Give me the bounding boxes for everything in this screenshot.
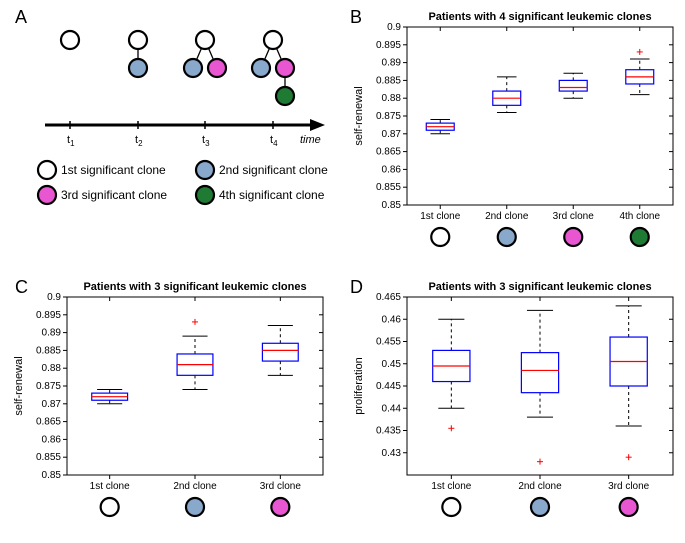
svg-text:3rd clone: 3rd clone (608, 481, 650, 492)
svg-text:3rd clone: 3rd clone (260, 481, 302, 492)
svg-text:0.9: 0.9 (47, 292, 61, 303)
svg-text:0.445: 0.445 (376, 381, 401, 392)
svg-text:0.85: 0.85 (42, 470, 62, 481)
svg-text:t2: t2 (135, 134, 143, 148)
panel-d-label: D (350, 277, 363, 298)
svg-text:0.43: 0.43 (382, 448, 402, 459)
svg-text:4th significant clone: 4th significant clone (219, 188, 325, 202)
svg-text:Patients with 3 significant le: Patients with 3 significant leukemic clo… (83, 281, 306, 293)
svg-text:0.455: 0.455 (376, 337, 401, 348)
svg-text:0.855: 0.855 (376, 182, 401, 193)
panel-a-label: A (15, 7, 27, 28)
svg-text:0.87: 0.87 (42, 399, 62, 410)
svg-text:1st clone: 1st clone (90, 481, 130, 492)
svg-text:3rd clone: 3rd clone (553, 211, 595, 222)
panel-c-chart: Patients with 3 significant leukemic clo… (5, 275, 335, 535)
panel-d-chart: Patients with 3 significant leukemic clo… (345, 275, 685, 535)
svg-text:0.46: 0.46 (382, 314, 402, 325)
svg-text:self-renewal: self-renewal (353, 86, 365, 145)
svg-text:Patients with 3 significant le: Patients with 3 significant leukemic clo… (428, 281, 651, 293)
svg-text:1st clone: 1st clone (420, 211, 460, 222)
panel-a: A t1 t2 t3 t4 time 1st significant clone 2nd … (5, 5, 335, 235)
svg-text:1st clone: 1st clone (431, 481, 471, 492)
svg-text:0.89: 0.89 (42, 328, 62, 339)
panel-c: C Patients with 3 significant leukemic c… (5, 275, 335, 535)
svg-text:0.875: 0.875 (376, 111, 401, 122)
svg-text:0.89: 0.89 (382, 58, 402, 69)
svg-text:2nd clone: 2nd clone (173, 481, 217, 492)
svg-text:0.885: 0.885 (376, 75, 401, 86)
svg-text:self-renewal: self-renewal (13, 356, 25, 415)
svg-text:0.85: 0.85 (382, 200, 402, 211)
svg-text:0.465: 0.465 (376, 292, 401, 303)
svg-text:0.875: 0.875 (36, 381, 61, 392)
svg-text:proliferation: proliferation (353, 357, 365, 414)
svg-text:Patients with 4 significant le: Patients with 4 significant leukemic clo… (428, 11, 651, 23)
svg-text:t3: t3 (202, 134, 210, 148)
svg-text:0.87: 0.87 (382, 129, 402, 140)
svg-text:t4: t4 (270, 134, 278, 148)
svg-text:0.86: 0.86 (382, 164, 402, 175)
svg-text:2nd clone: 2nd clone (485, 211, 529, 222)
svg-text:0.435: 0.435 (376, 426, 401, 437)
svg-text:0.88: 0.88 (42, 363, 62, 374)
svg-text:0.9: 0.9 (387, 22, 401, 33)
svg-text:0.855: 0.855 (36, 452, 61, 463)
figure: A t1 t2 t3 t4 time 1st significant clone 2nd … (0, 0, 685, 543)
svg-text:t1: t1 (67, 134, 75, 148)
svg-text:2nd significant clone: 2nd significant clone (219, 163, 328, 177)
panel-a-svg: t1 t2 t3 t4 time 1st significant clone 2nd si… (5, 5, 335, 235)
svg-text:0.895: 0.895 (36, 310, 61, 321)
svg-text:0.45: 0.45 (382, 359, 402, 370)
svg-text:0.44: 0.44 (382, 403, 402, 414)
svg-text:0.86: 0.86 (42, 434, 62, 445)
svg-text:0.865: 0.865 (36, 417, 61, 428)
panel-b-label: B (350, 7, 362, 28)
svg-text:0.885: 0.885 (36, 345, 61, 356)
panel-b: B Patients with 4 significant leukemic c… (345, 5, 685, 265)
svg-text:1st significant clone: 1st significant clone (61, 163, 166, 177)
svg-text:3rd significant clone: 3rd significant clone (61, 188, 167, 202)
svg-text:4th clone: 4th clone (619, 211, 660, 222)
svg-text:0.865: 0.865 (376, 147, 401, 158)
svg-text:0.88: 0.88 (382, 93, 402, 104)
panel-c-label: C (15, 277, 28, 298)
panel-d: D Patients with 3 significant leukemic c… (345, 275, 685, 535)
svg-text:time: time (300, 134, 321, 146)
svg-text:2nd clone: 2nd clone (518, 481, 562, 492)
panel-b-chart: Patients with 4 significant leukemic clo… (345, 5, 685, 265)
svg-text:0.895: 0.895 (376, 40, 401, 51)
